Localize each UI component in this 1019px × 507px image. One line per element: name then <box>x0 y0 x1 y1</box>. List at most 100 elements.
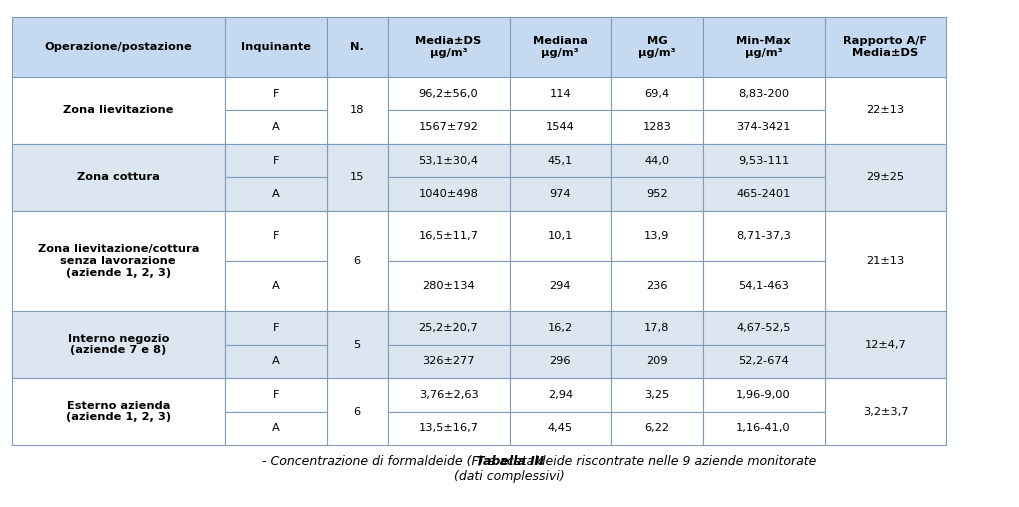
Text: 16,5±11,7: 16,5±11,7 <box>419 231 479 241</box>
Text: F: F <box>272 231 279 241</box>
Text: Inquinante: Inquinante <box>240 42 311 52</box>
Text: 4,45: 4,45 <box>548 423 573 433</box>
Bar <box>225 111 326 144</box>
Bar <box>387 177 510 211</box>
Bar <box>387 111 510 144</box>
Text: 6: 6 <box>354 256 361 266</box>
Bar <box>824 211 947 311</box>
Text: 2,94: 2,94 <box>548 390 573 400</box>
Text: 15: 15 <box>350 172 365 183</box>
Text: 236: 236 <box>646 281 667 291</box>
Text: 294: 294 <box>549 281 571 291</box>
Bar <box>510 311 611 345</box>
Bar <box>11 211 225 311</box>
Bar <box>225 17 326 77</box>
Text: 5: 5 <box>354 340 361 350</box>
Bar <box>611 77 702 111</box>
Bar <box>702 345 824 378</box>
Text: 1040±498: 1040±498 <box>419 189 479 199</box>
Bar <box>11 77 225 144</box>
Text: 12±4,7: 12±4,7 <box>865 340 906 350</box>
Text: - Concentrazione di formaldeide (F) e acetaldeide riscontrate nelle 9 aziende mo: - Concentrazione di formaldeide (F) e ac… <box>203 455 816 483</box>
Text: N.: N. <box>351 42 364 52</box>
Bar <box>611 211 702 261</box>
Text: 45,1: 45,1 <box>547 156 573 166</box>
Bar <box>225 378 326 412</box>
Bar <box>387 17 510 77</box>
Bar <box>387 211 510 261</box>
Text: 16,2: 16,2 <box>548 323 573 333</box>
Bar <box>611 177 702 211</box>
Bar <box>225 412 326 445</box>
Bar <box>387 77 510 111</box>
Text: 1283: 1283 <box>642 122 672 132</box>
Bar <box>11 17 225 77</box>
Bar <box>225 144 326 177</box>
Text: 1,96-9,00: 1,96-9,00 <box>736 390 791 400</box>
Text: Zona lievitazione: Zona lievitazione <box>63 105 173 116</box>
Bar <box>387 345 510 378</box>
Text: 296: 296 <box>549 356 571 367</box>
Bar <box>824 311 947 378</box>
Bar <box>702 77 824 111</box>
Bar <box>611 111 702 144</box>
Text: A: A <box>272 423 279 433</box>
Text: 114: 114 <box>549 89 571 99</box>
Bar <box>702 412 824 445</box>
Bar <box>326 17 387 77</box>
Bar <box>510 412 611 445</box>
Bar <box>11 144 225 211</box>
Text: 280±134: 280±134 <box>422 281 475 291</box>
Text: 465-2401: 465-2401 <box>737 189 791 199</box>
Bar <box>326 211 387 311</box>
Text: 17,8: 17,8 <box>644 323 669 333</box>
Bar <box>387 311 510 345</box>
Text: 374-3421: 374-3421 <box>737 122 791 132</box>
Bar <box>225 311 326 345</box>
Text: 44,0: 44,0 <box>644 156 669 166</box>
Bar <box>510 378 611 412</box>
Text: Media±DS
μg/m³: Media±DS μg/m³ <box>416 36 482 57</box>
Text: A: A <box>272 189 279 199</box>
Text: MG
μg/m³: MG μg/m³ <box>638 36 676 57</box>
Bar <box>702 378 824 412</box>
Text: 4,67-52,5: 4,67-52,5 <box>737 323 791 333</box>
Text: 3,25: 3,25 <box>644 390 669 400</box>
Bar <box>510 144 611 177</box>
Text: Esterno azienda
(aziende 1, 2, 3): Esterno azienda (aziende 1, 2, 3) <box>65 401 171 422</box>
Text: 54,1-463: 54,1-463 <box>738 281 789 291</box>
Text: 21±13: 21±13 <box>866 256 905 266</box>
Bar <box>326 77 387 144</box>
Bar <box>824 144 947 211</box>
Bar <box>387 144 510 177</box>
Text: 326±277: 326±277 <box>422 356 475 367</box>
Text: A: A <box>272 122 279 132</box>
Bar <box>225 77 326 111</box>
Bar <box>326 311 387 378</box>
Bar <box>510 17 611 77</box>
Text: 952: 952 <box>646 189 667 199</box>
Bar <box>824 17 947 77</box>
Bar <box>510 77 611 111</box>
Bar <box>326 144 387 211</box>
Bar <box>387 378 510 412</box>
Bar <box>11 311 225 378</box>
Text: 1,16-41,0: 1,16-41,0 <box>737 423 791 433</box>
Text: 974: 974 <box>549 189 571 199</box>
Bar <box>11 378 225 445</box>
Bar <box>225 261 326 311</box>
Text: 9,53-111: 9,53-111 <box>738 156 789 166</box>
Bar <box>225 177 326 211</box>
Text: 8,71-37,3: 8,71-37,3 <box>736 231 791 241</box>
Bar <box>225 345 326 378</box>
Bar <box>611 378 702 412</box>
Text: Interno negozio
(aziende 7 e 8): Interno negozio (aziende 7 e 8) <box>67 334 169 355</box>
Bar <box>611 311 702 345</box>
Bar <box>611 261 702 311</box>
Bar <box>611 412 702 445</box>
Text: 1567±792: 1567±792 <box>419 122 479 132</box>
Bar <box>702 211 824 261</box>
Text: Operazione/postazione: Operazione/postazione <box>45 42 193 52</box>
Text: 209: 209 <box>646 356 667 367</box>
Text: Min-Max
μg/m³: Min-Max μg/m³ <box>737 36 791 57</box>
